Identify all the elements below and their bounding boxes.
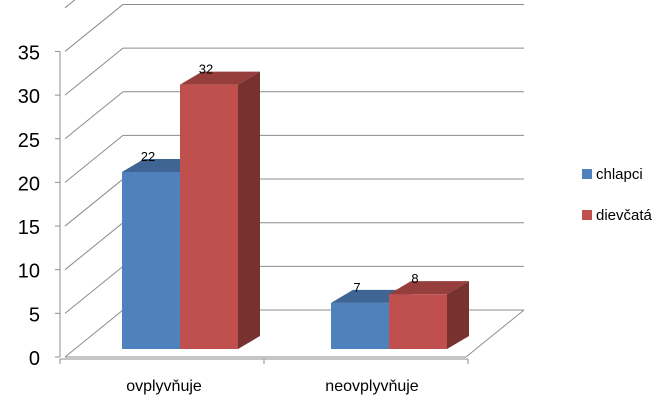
gridline-diagonal <box>64 0 76 9</box>
bar-front <box>122 171 180 349</box>
y-tick-label: 0 <box>29 348 40 370</box>
legend-item-dievcata: dievčatá <box>582 205 652 225</box>
legend-label-chlapci: chlapci <box>596 165 643 183</box>
gridline-diagonal <box>64 222 124 271</box>
gridline-diagonal <box>64 47 124 96</box>
legend-swatch-dievcata <box>582 210 592 220</box>
bar-data-label: 32 <box>199 62 213 77</box>
bar-front <box>180 84 238 349</box>
y-tick-label: 15 <box>18 217 40 239</box>
bar-data-label: 22 <box>141 149 155 164</box>
gridline-diagonal <box>64 135 124 183</box>
gridline-diagonal <box>64 178 124 227</box>
legend-item-chlapci: chlapci <box>582 164 652 184</box>
y-tick-label: 10 <box>18 261 40 283</box>
y-tick-label: 5 <box>29 304 40 326</box>
legend-label-dievcata: dievčatá <box>596 206 652 224</box>
bar-front <box>389 294 447 349</box>
bar-data-label: 7 <box>353 280 360 295</box>
bar-side <box>238 71 260 349</box>
gridline-diagonal <box>64 91 124 140</box>
gridline-diagonal <box>64 309 124 358</box>
y-tick-label: 25 <box>18 130 40 152</box>
y-tick-label: 30 <box>18 86 40 108</box>
legend: chlapci dievčatá <box>582 164 652 246</box>
bar-side <box>447 281 469 349</box>
gridline-diagonal <box>64 4 124 52</box>
bar-data-label: 8 <box>411 271 418 286</box>
y-tick-label: 35 <box>18 42 40 64</box>
bar-front <box>331 302 389 349</box>
bar-top <box>389 281 469 295</box>
x-tick-label: neovplyvňuje <box>325 378 419 395</box>
y-tick-label: 20 <box>18 173 40 195</box>
gridline-diagonal <box>64 265 124 314</box>
floor-right-edge <box>465 309 525 358</box>
bar-top <box>180 71 260 85</box>
legend-swatch-chlapci <box>582 169 592 179</box>
x-tick-label: ovplyvňuje <box>126 378 202 395</box>
